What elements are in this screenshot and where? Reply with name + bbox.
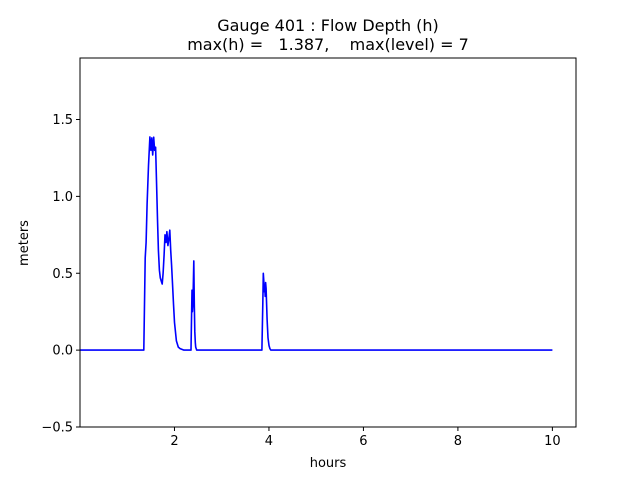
chart-title-line2: max(h) = 1.387, max(level) = 7 (187, 35, 469, 54)
x-tick-label: 6 (359, 434, 367, 449)
plot-frame (79, 57, 577, 428)
x-tick-label: 10 (544, 434, 561, 449)
x-axis-ticks: 2 4 6 8 10 (170, 427, 561, 449)
y-tick-label: 0.5 (52, 267, 73, 282)
x-tick-label: 4 (265, 434, 273, 449)
y-axis-ticks: −0.5 0.0 0.5 1.0 1.5 (41, 113, 80, 436)
y-axis-label: meters (17, 220, 32, 266)
flow-depth-series-line (80, 136, 553, 351)
y-tick-label: 0.0 (52, 344, 73, 359)
x-tick-label: 8 (454, 434, 462, 449)
x-tick-label: 2 (170, 434, 178, 449)
y-tick-label: 1.5 (52, 113, 73, 128)
y-tick-label: −0.5 (41, 421, 73, 436)
x-axis-label: hours (310, 456, 347, 471)
chart-title-line1: Gauge 401 : Flow Depth (h) (217, 16, 439, 35)
y-tick-label: 1.0 (52, 190, 73, 205)
